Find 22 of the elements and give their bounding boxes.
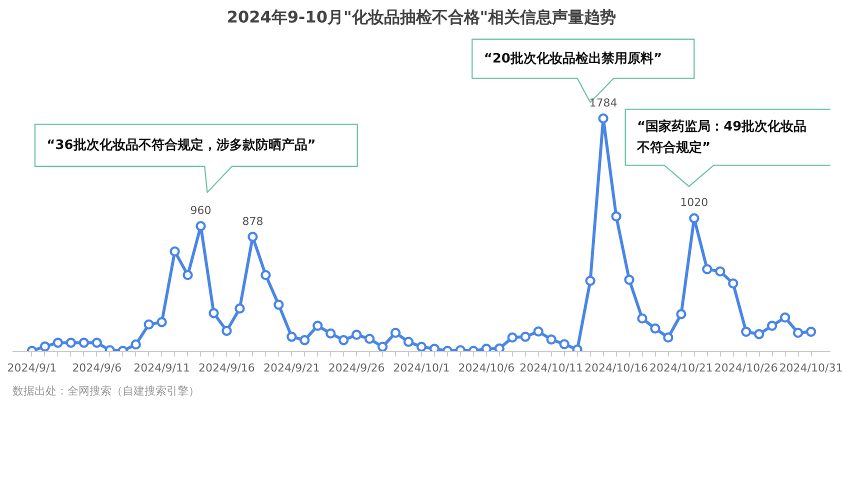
chart-title: 2024年9-10月"化妆品抽检不合格"相关信息声量趋势 <box>226 8 616 26</box>
x-tick-label: 2024/9/16 <box>198 362 255 374</box>
x-tick-label: 2024/10/31 <box>779 362 843 374</box>
x-tick-label: 2024/9/11 <box>134 362 190 374</box>
x-tick-label: 2024/9/6 <box>72 362 122 374</box>
data-label: 1020 <box>680 196 708 210</box>
x-tick-label: 2024/9/21 <box>263 362 320 374</box>
x-tick-label: 2024/10/11 <box>520 362 584 374</box>
data-label: 960 <box>190 204 212 218</box>
annotation: “36批次化妆品不符合规定，涉多款防晒产品” <box>46 136 316 153</box>
data-label: 1784 <box>589 96 618 110</box>
x-tick-label: 2024/10/21 <box>649 362 713 374</box>
data-label: 878 <box>242 214 264 228</box>
x-tick-label: 2024/9/26 <box>328 362 385 374</box>
text: “20批次化妆品检出禁用原料” <box>484 51 662 66</box>
x-tick-label: 2024/9/1 <box>7 362 57 374</box>
text: 数据出处：全网搜索（自建搜索引擎） <box>12 384 200 398</box>
annotation: “国家药监局：49批次化妆品不符合规定” <box>636 118 807 156</box>
x-tick-label: 2024/10/6 <box>458 362 515 374</box>
x-tick-label: 2024/10/1 <box>393 362 450 374</box>
x-tick-label: 2024/10/16 <box>584 362 648 374</box>
x-tick-label: 2024/10/26 <box>714 362 778 374</box>
